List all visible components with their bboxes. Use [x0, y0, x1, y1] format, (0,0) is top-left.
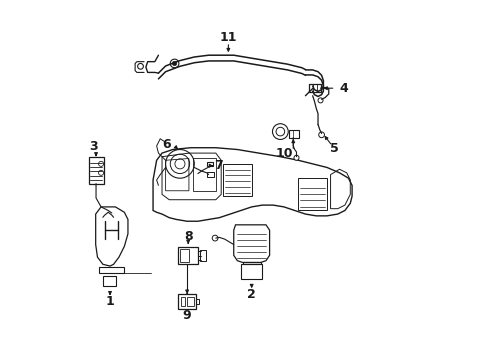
Bar	[308, 84, 320, 92]
Text: 4: 4	[339, 82, 347, 95]
Text: 3: 3	[89, 140, 97, 153]
Bar	[196, 299, 199, 304]
Bar	[181, 297, 185, 306]
Bar	[88, 157, 103, 184]
Bar	[102, 276, 116, 286]
Circle shape	[293, 155, 298, 160]
Bar	[206, 162, 213, 166]
Bar	[289, 130, 299, 138]
Circle shape	[137, 63, 143, 69]
Circle shape	[317, 98, 323, 103]
Text: 10: 10	[275, 147, 292, 160]
Circle shape	[318, 132, 324, 138]
Text: 1: 1	[105, 296, 114, 309]
Bar	[206, 172, 214, 177]
Text: 5: 5	[330, 142, 339, 155]
Text: 9: 9	[183, 309, 191, 322]
Text: 6: 6	[162, 138, 171, 151]
Bar	[242, 262, 260, 264]
Text: 7: 7	[214, 159, 223, 172]
Circle shape	[212, 235, 218, 241]
Circle shape	[172, 61, 176, 66]
Bar	[178, 294, 196, 309]
Text: 11: 11	[219, 31, 237, 44]
Bar	[180, 249, 188, 262]
Bar	[200, 250, 205, 261]
Circle shape	[170, 59, 179, 68]
Text: 2: 2	[247, 288, 256, 301]
Text: 8: 8	[183, 230, 192, 243]
Bar	[187, 297, 193, 306]
Bar	[241, 264, 262, 279]
Bar	[99, 267, 124, 273]
Bar	[178, 247, 198, 264]
